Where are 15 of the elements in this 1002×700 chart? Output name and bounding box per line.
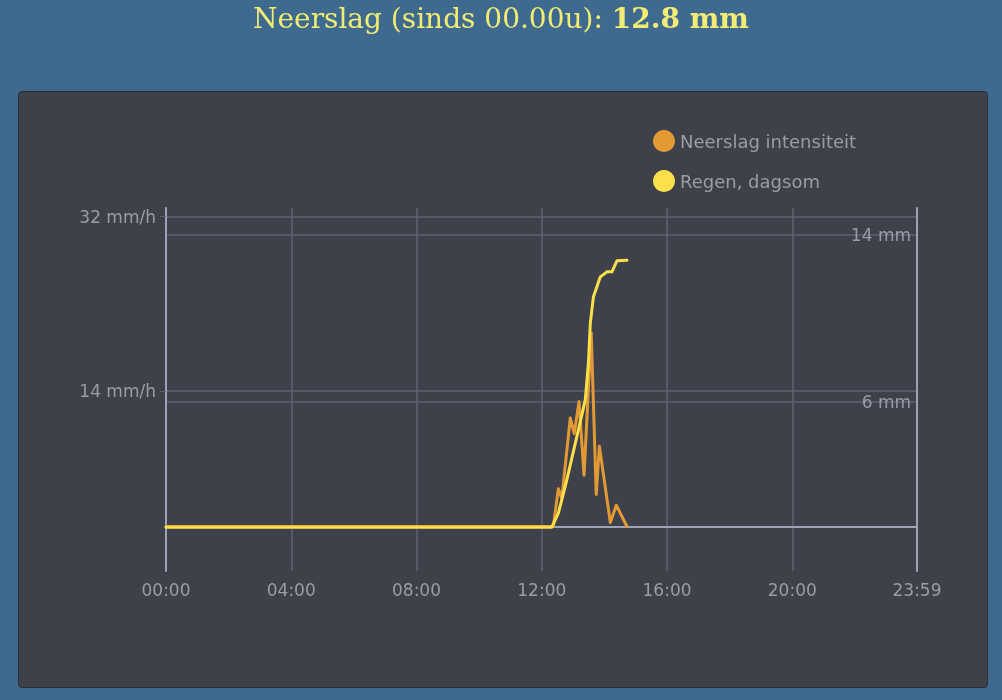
x-tick-label: 12:00 bbox=[517, 579, 567, 600]
x-tick-label: 20:00 bbox=[767, 579, 817, 600]
x-tick-label: 23:59 bbox=[892, 579, 942, 600]
y-tick-label: 14 mm/h bbox=[79, 380, 156, 401]
x-tick-label: 00:00 bbox=[141, 579, 191, 600]
y2-tick-label: 6 mm bbox=[861, 392, 911, 413]
legend-label: Regen, dagsom bbox=[680, 170, 820, 192]
y-tick-label: 32 mm/h bbox=[79, 206, 156, 227]
line-series bbox=[164, 258, 629, 529]
chart-title: Neerslag (sinds 00.00u): 12.8 mm bbox=[252, 2, 750, 35]
x-tick-label: 04:00 bbox=[266, 579, 316, 600]
x-tick-label: 16:00 bbox=[642, 579, 692, 600]
x-tick-label: 08:00 bbox=[392, 579, 442, 600]
y2-tick-label: 14 mm bbox=[850, 225, 911, 246]
legend-label: Neerslag intensiteit bbox=[680, 130, 857, 152]
